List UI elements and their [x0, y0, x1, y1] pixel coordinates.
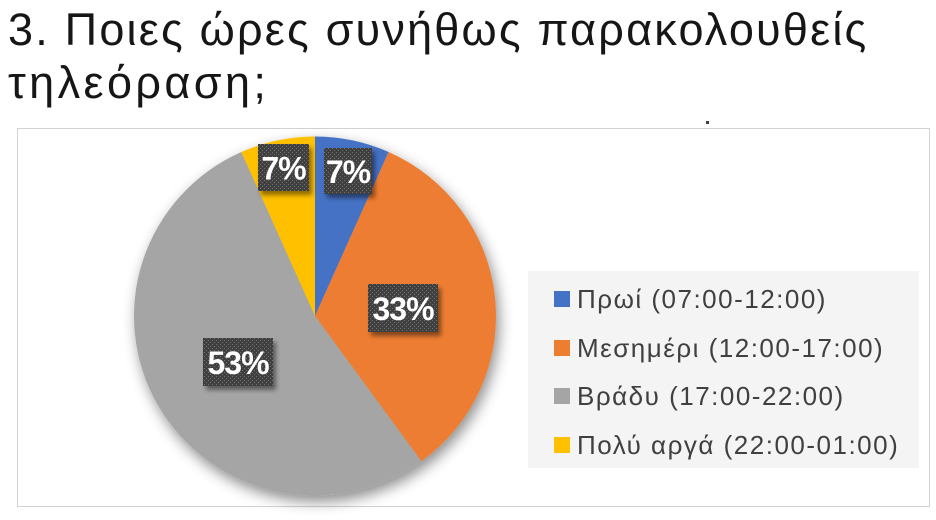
svg-text:7%: 7% [326, 154, 371, 190]
svg-text:7%: 7% [261, 151, 306, 187]
svg-text:53%: 53% [207, 345, 269, 381]
svg-text:33%: 33% [372, 291, 434, 327]
